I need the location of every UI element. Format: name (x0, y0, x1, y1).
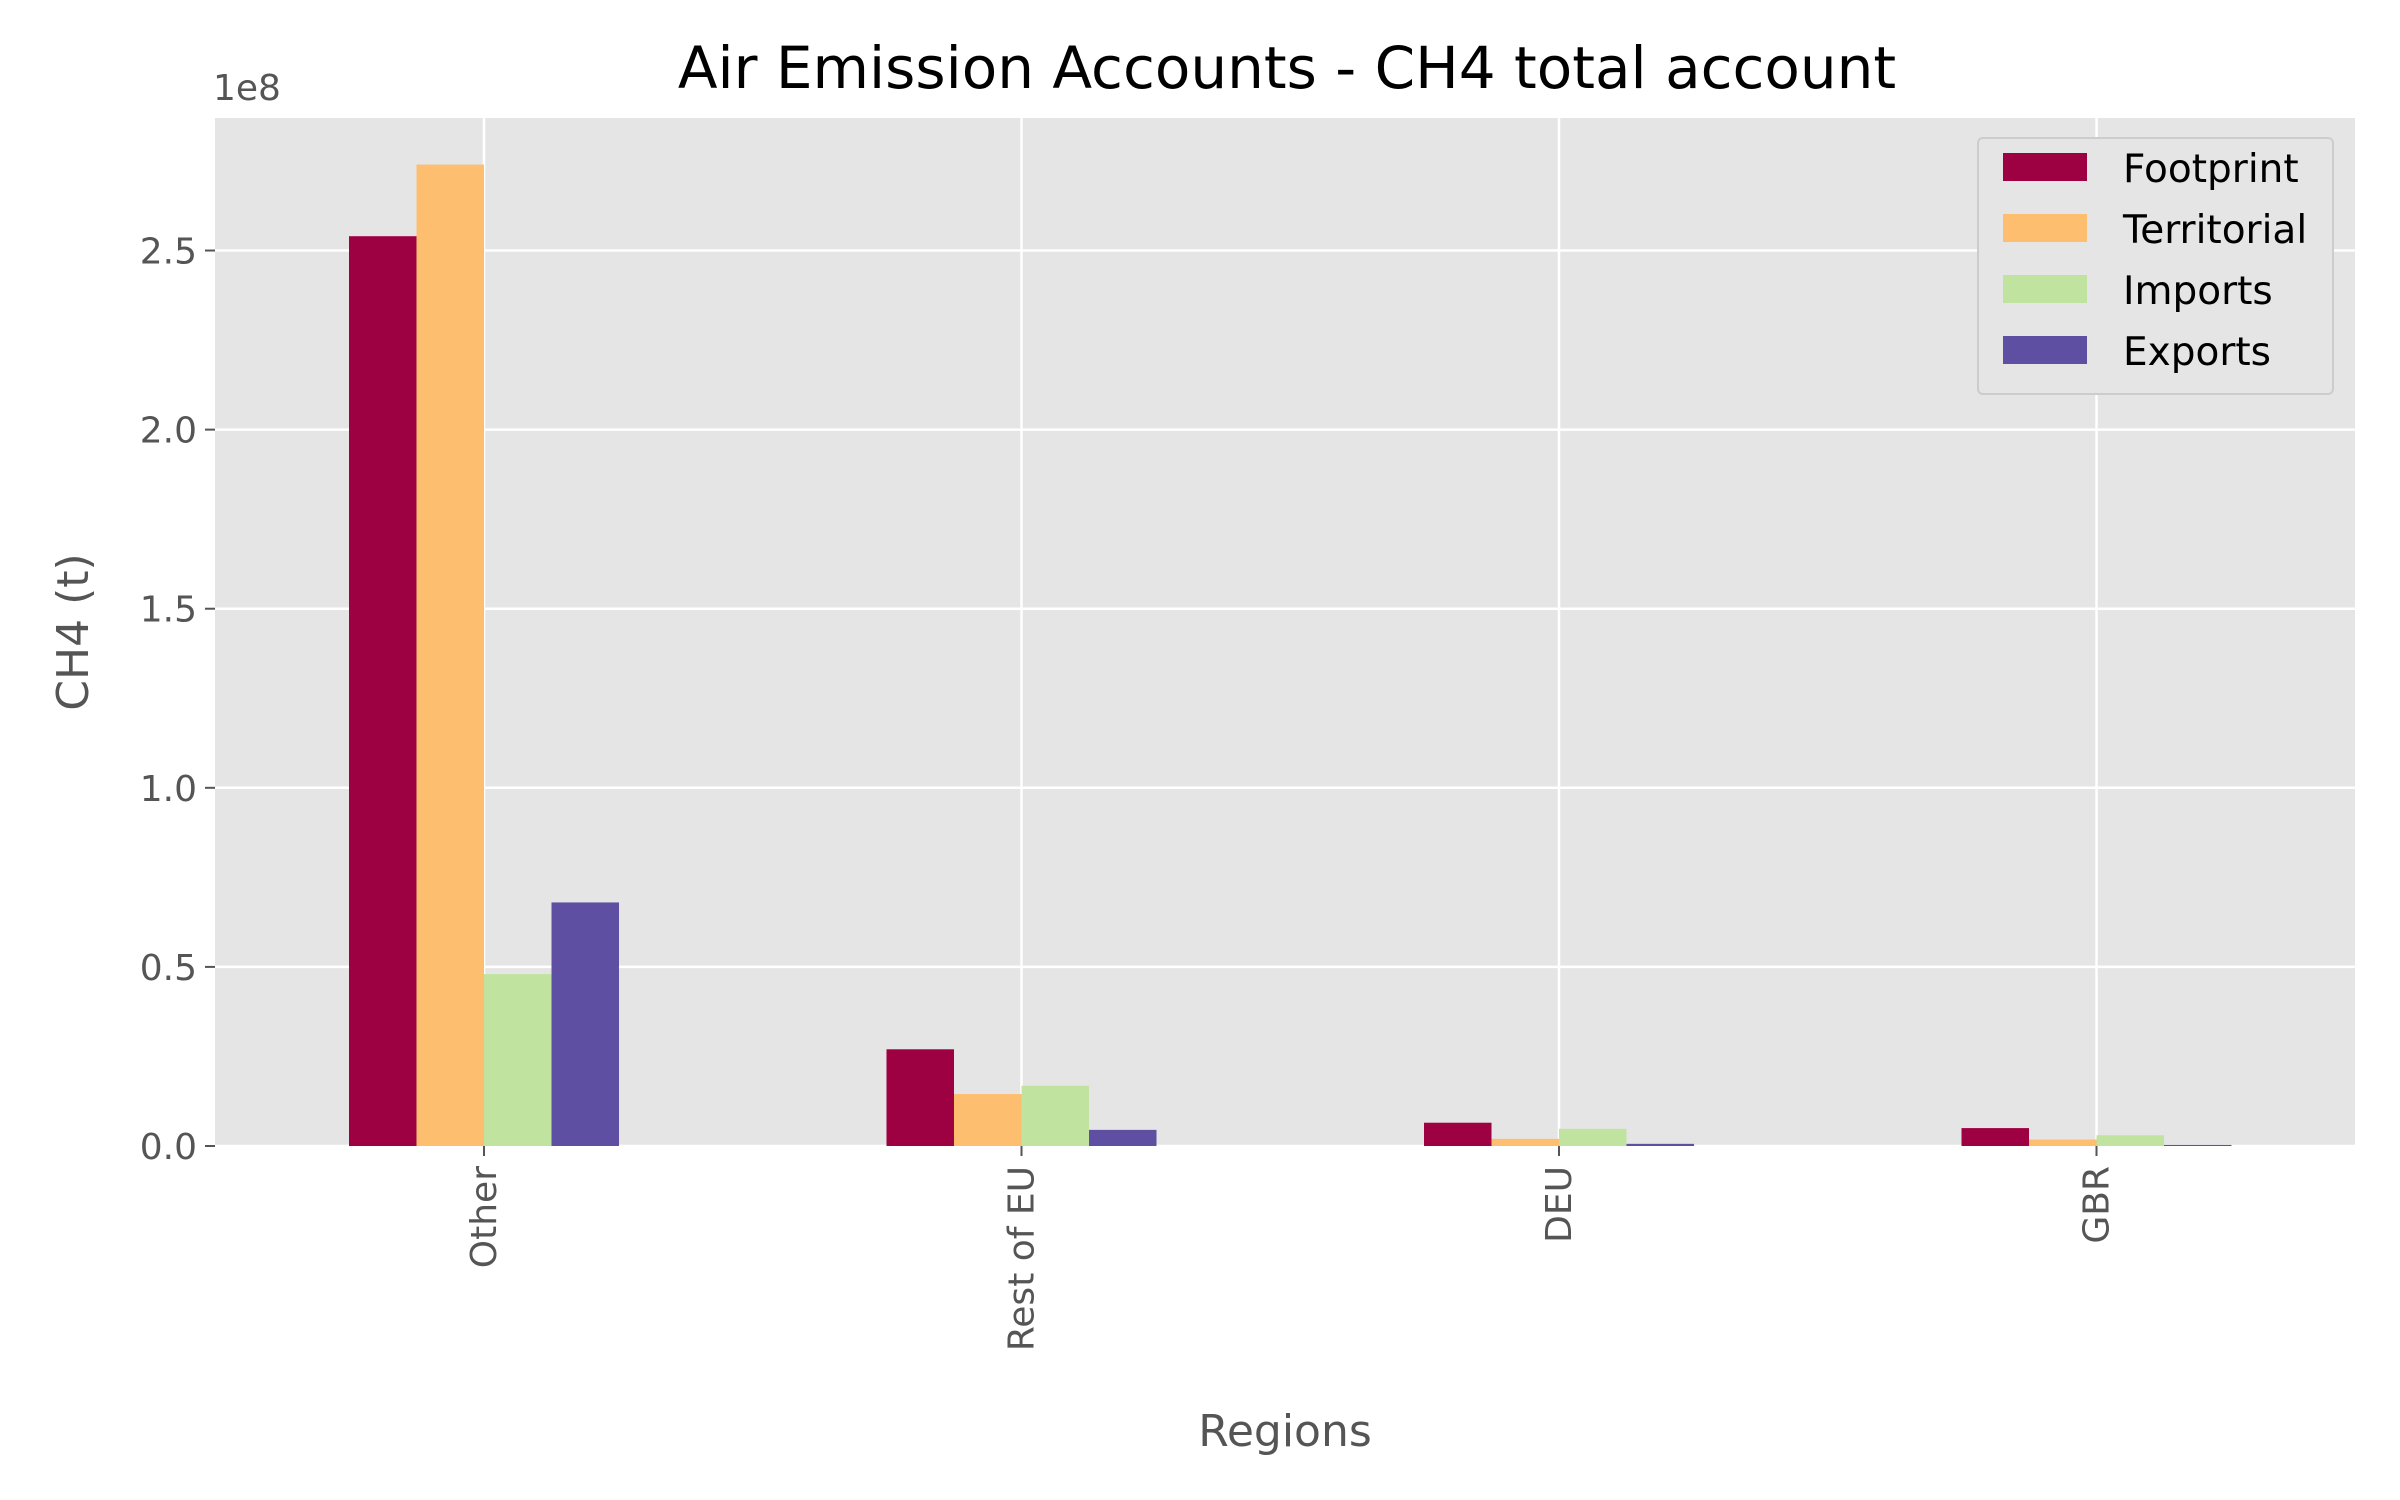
legend-swatch-exports (2003, 336, 2087, 364)
legend-label-territorial: Territorial (2122, 208, 2307, 253)
bar-imports (484, 974, 552, 1146)
legend: Footprint Territorial Imports Exports (1977, 137, 2334, 395)
legend-box (1977, 137, 2334, 395)
x-axis-label: Regions (1198, 1406, 1372, 1457)
bar-territorial (954, 1094, 1022, 1146)
bar-imports (1559, 1128, 1627, 1146)
bar-exports (2164, 1144, 2232, 1146)
bar-footprint (1424, 1122, 1492, 1146)
y-axis: 0.0 0.5 1.0 1.5 2.0 2.5 (140, 232, 215, 1168)
legend-label-imports: Imports (2123, 269, 2273, 314)
x-tick-label: DEU (1539, 1166, 1580, 1243)
legend-swatch-footprint (2003, 153, 2087, 181)
x-tick-label: Other (464, 1166, 505, 1268)
bar-exports (1089, 1129, 1157, 1146)
y-tick-label: 1.0 (140, 769, 197, 810)
bar-footprint (886, 1049, 954, 1146)
legend-swatch-imports (2003, 275, 2087, 303)
bar-territorial (1491, 1138, 1559, 1146)
bars (349, 164, 2232, 1146)
bar-territorial (416, 164, 484, 1146)
bar-exports (1626, 1143, 1694, 1146)
x-axis: Other Rest of EU DEU GBR (464, 1146, 2118, 1351)
bar-imports (1021, 1085, 1089, 1146)
bar-territorial (2029, 1139, 2097, 1146)
x-tick-label: Rest of EU (1002, 1166, 1043, 1351)
legend-label-footprint: Footprint (2123, 147, 2299, 192)
legend-label-exports: Exports (2123, 330, 2271, 375)
y-tick-label: 2.5 (140, 232, 197, 273)
bar-exports (551, 902, 619, 1146)
bar-imports (2096, 1135, 2164, 1146)
chart-title: Air Emission Accounts - CH4 total accoun… (678, 34, 1896, 102)
y-tick-label: 1.5 (140, 590, 197, 631)
y-tick-label: 2.0 (140, 411, 197, 452)
y-tick-label: 0.5 (140, 948, 197, 989)
x-tick-label: GBR (2077, 1166, 2118, 1244)
bar-footprint (349, 236, 417, 1146)
y-tick-label: 0.0 (140, 1127, 197, 1168)
bar-footprint (1961, 1128, 2029, 1146)
y-axis-label: CH4 (t) (48, 553, 99, 710)
legend-swatch-territorial (2003, 214, 2087, 242)
y-multiplier-label: 1e8 (213, 68, 281, 109)
